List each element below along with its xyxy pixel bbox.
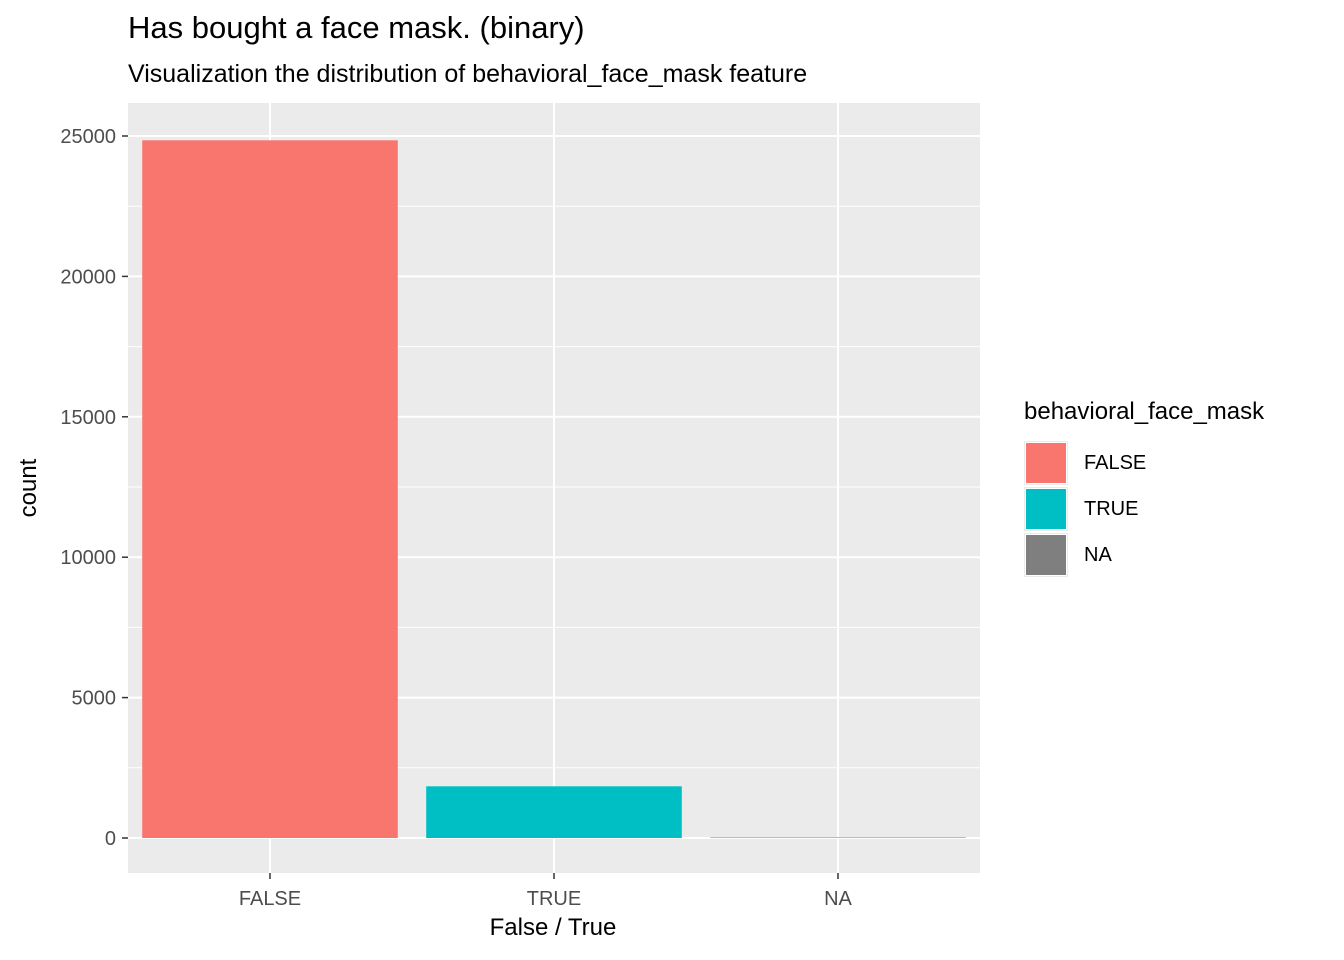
y-tick-label: 20000 (60, 266, 116, 288)
bar-false (142, 140, 398, 838)
legend-key-na (1024, 533, 1068, 577)
x-tick-label: TRUE (527, 888, 581, 910)
legend-item-true: TRUE (1024, 486, 1264, 532)
y-tick-label: 25000 (60, 126, 116, 148)
y-tick-label: 5000 (72, 688, 117, 710)
chart-subtitle: Visualization the distribution of behavi… (128, 60, 808, 88)
bar-true (426, 786, 682, 838)
x-axis-label: False / True (489, 914, 617, 941)
chart-title: Has bought a face mask. (binary) (128, 10, 585, 45)
y-tick-label: 15000 (60, 407, 116, 429)
x-tick-label: FALSE (239, 888, 301, 910)
legend-item-false: FALSE (1024, 440, 1264, 486)
legend: behavioral_face_mask FALSE TRUE NA (1024, 398, 1264, 578)
legend-title: behavioral_face_mask (1024, 398, 1265, 425)
legend-key-true (1024, 487, 1068, 531)
legend-item-na: NA (1024, 532, 1264, 578)
legend-label-true: TRUE (1084, 497, 1139, 520)
y-tick-label: 10000 (60, 547, 116, 569)
legend-key-false (1024, 441, 1068, 485)
x-tick-label: NA (824, 888, 852, 910)
legend-label-na: NA (1084, 543, 1112, 566)
bar-na (710, 837, 966, 838)
legend-label-false: FALSE (1084, 451, 1147, 474)
y-tick-label: 0 (105, 828, 116, 850)
